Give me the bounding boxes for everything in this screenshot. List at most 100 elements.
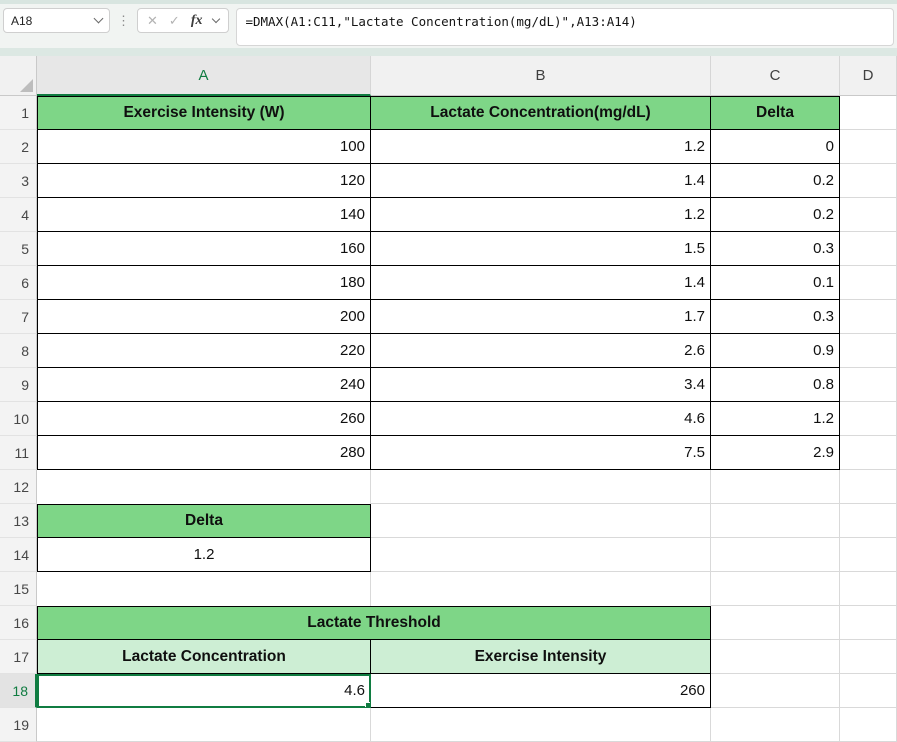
- cancel-icon[interactable]: ✕: [147, 12, 158, 28]
- cell-A19[interactable]: [37, 708, 371, 742]
- cell-B9[interactable]: 3.4: [371, 368, 711, 402]
- cell-D13[interactable]: [840, 504, 897, 538]
- cell-B11[interactable]: 7.5: [371, 436, 711, 470]
- cell-C15[interactable]: [711, 572, 840, 606]
- cell-D10[interactable]: [840, 402, 897, 436]
- cell-B1[interactable]: Lactate Concentration(mg/dL): [371, 96, 711, 130]
- row-header-18[interactable]: 18: [0, 674, 37, 708]
- cell-A5[interactable]: 160: [37, 232, 371, 266]
- row-header-11[interactable]: 11: [0, 436, 37, 470]
- row-header-7[interactable]: 7: [0, 300, 37, 334]
- cell-D7[interactable]: [840, 300, 897, 334]
- cell-B6[interactable]: 1.4: [371, 266, 711, 300]
- cell-B10[interactable]: 4.6: [371, 402, 711, 436]
- cell-C11[interactable]: 2.9: [711, 436, 840, 470]
- row-header-6[interactable]: 6: [0, 266, 37, 300]
- cell-C4[interactable]: 0.2: [711, 198, 840, 232]
- cell-D9[interactable]: [840, 368, 897, 402]
- cell-A16-merged[interactable]: Lactate Threshold: [37, 606, 711, 640]
- cell-C1[interactable]: Delta: [711, 96, 840, 130]
- cell-A3[interactable]: 120: [37, 164, 371, 198]
- cell-D11[interactable]: [840, 436, 897, 470]
- cell-A12[interactable]: [37, 470, 371, 504]
- cell-B13[interactable]: [371, 504, 711, 538]
- cell-A15[interactable]: [37, 572, 371, 606]
- cell-D6[interactable]: [840, 266, 897, 300]
- cell-B5[interactable]: 1.5: [371, 232, 711, 266]
- cell-C18[interactable]: [711, 674, 840, 708]
- row-header-10[interactable]: 10: [0, 402, 37, 436]
- cell-C19[interactable]: [711, 708, 840, 742]
- cell-A9[interactable]: 240: [37, 368, 371, 402]
- enter-icon[interactable]: ✓: [168, 12, 180, 28]
- cell-A1[interactable]: Exercise Intensity (W): [37, 96, 371, 130]
- cell-B7[interactable]: 1.7: [371, 300, 711, 334]
- cell-C13[interactable]: [711, 504, 840, 538]
- column-header-B[interactable]: B: [371, 56, 711, 96]
- cell-A17[interactable]: Lactate Concentration: [37, 640, 371, 674]
- cell-D3[interactable]: [840, 164, 897, 198]
- cell-D2[interactable]: [840, 130, 897, 164]
- cell-C10[interactable]: 1.2: [711, 402, 840, 436]
- select-all-button[interactable]: [0, 56, 37, 96]
- cell-A14[interactable]: 1.2: [37, 538, 371, 572]
- cell-D18[interactable]: [840, 674, 897, 708]
- cell-D17[interactable]: [840, 640, 897, 674]
- row-header-16[interactable]: 16: [0, 606, 37, 640]
- row-header-17[interactable]: 17: [0, 640, 37, 674]
- insert-function-icon[interactable]: fx: [190, 12, 203, 28]
- cell-A4[interactable]: 140: [37, 198, 371, 232]
- cell-B4[interactable]: 1.2: [371, 198, 711, 232]
- cell-D14[interactable]: [840, 538, 897, 572]
- cell-D12[interactable]: [840, 470, 897, 504]
- row-header-19[interactable]: 19: [0, 708, 37, 742]
- row-header-15[interactable]: 15: [0, 572, 37, 606]
- cell-B17[interactable]: Exercise Intensity: [371, 640, 711, 674]
- cell-C6[interactable]: 0.1: [711, 266, 840, 300]
- cell-C3[interactable]: 0.2: [711, 164, 840, 198]
- cell-A2[interactable]: 100: [37, 130, 371, 164]
- row-header-14[interactable]: 14: [0, 538, 37, 572]
- cell-B14[interactable]: [371, 538, 711, 572]
- chevron-down-icon[interactable]: [212, 14, 221, 24]
- column-header-A[interactable]: A: [37, 56, 371, 96]
- name-box[interactable]: A18: [3, 8, 110, 33]
- cell-C2[interactable]: 0: [711, 130, 840, 164]
- row-header-4[interactable]: 4: [0, 198, 37, 232]
- cell-B3[interactable]: 1.4: [371, 164, 711, 198]
- cell-A7[interactable]: 200: [37, 300, 371, 334]
- cell-C14[interactable]: [711, 538, 840, 572]
- row-header-5[interactable]: 5: [0, 232, 37, 266]
- cell-B19[interactable]: [371, 708, 711, 742]
- row-header-9[interactable]: 9: [0, 368, 37, 402]
- column-header-D[interactable]: D: [840, 56, 897, 96]
- cell-C8[interactable]: 0.9: [711, 334, 840, 368]
- row-header-2[interactable]: 2: [0, 130, 37, 164]
- cell-B18[interactable]: 260: [371, 674, 711, 708]
- cell-D16[interactable]: [840, 606, 897, 640]
- row-header-13[interactable]: 13: [0, 504, 37, 538]
- row-header-12[interactable]: 12: [0, 470, 37, 504]
- cell-D15[interactable]: [840, 572, 897, 606]
- cell-A10[interactable]: 260: [37, 402, 371, 436]
- cell-D8[interactable]: [840, 334, 897, 368]
- cell-C7[interactable]: 0.3: [711, 300, 840, 334]
- row-header-8[interactable]: 8: [0, 334, 37, 368]
- cell-C5[interactable]: 0.3: [711, 232, 840, 266]
- row-header-3[interactable]: 3: [0, 164, 37, 198]
- cell-C12[interactable]: [711, 470, 840, 504]
- chevron-down-icon[interactable]: [93, 13, 104, 24]
- cell-D1[interactable]: [840, 96, 897, 130]
- cell-A6[interactable]: 180: [37, 266, 371, 300]
- cell-D19[interactable]: [840, 708, 897, 742]
- row-header-1[interactable]: 1: [0, 96, 37, 130]
- cell-A18-active[interactable]: 4.6: [37, 674, 371, 708]
- cell-B15[interactable]: [371, 572, 711, 606]
- cell-D5[interactable]: [840, 232, 897, 266]
- cell-A13[interactable]: Delta: [37, 504, 371, 538]
- cell-C17[interactable]: [711, 640, 840, 674]
- cell-B12[interactable]: [371, 470, 711, 504]
- cell-C9[interactable]: 0.8: [711, 368, 840, 402]
- formula-input[interactable]: =DMAX(A1:C11,"Lactate Concentration(mg/d…: [236, 8, 894, 46]
- cell-B2[interactable]: 1.2: [371, 130, 711, 164]
